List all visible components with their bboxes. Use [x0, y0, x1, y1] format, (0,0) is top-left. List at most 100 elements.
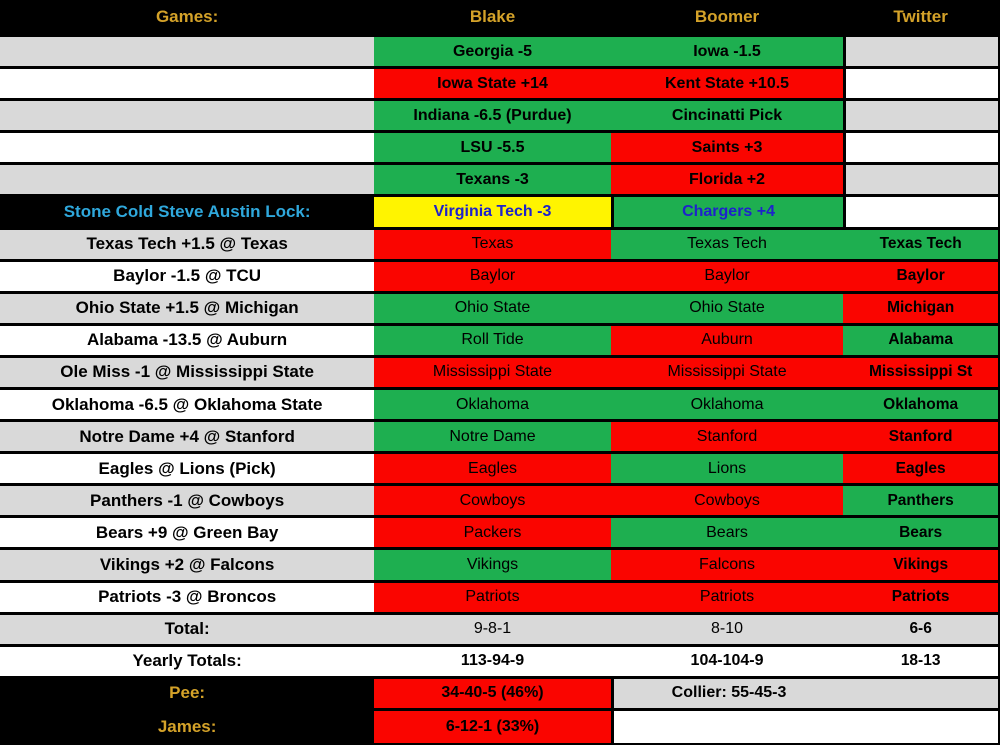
twitter-pick-cell — [843, 37, 998, 67]
column-header-boomer: Boomer — [694, 7, 760, 26]
table-row: Alabama -13.5 @ Auburn Roll Tide Auburn … — [0, 325, 998, 358]
boomer-pick-cell: Patriots — [610, 582, 844, 612]
total-label-cell: Total: — [0, 614, 375, 644]
game-cell — [0, 133, 375, 163]
twitter-pick-cell — [843, 165, 998, 195]
boomer-pick-cell: Stanford — [610, 422, 844, 452]
game-cell — [0, 69, 375, 99]
blake-pick-cell: Notre Dame — [374, 422, 611, 452]
boomer-lock-pick-cell: Chargers +4 — [610, 197, 844, 227]
empty-span-cell — [610, 710, 998, 743]
boomer-pick-cell: Cowboys — [610, 486, 844, 516]
boomer-pick-cell: Falcons — [610, 550, 844, 580]
boomer-pick-cell: Texas Tech — [610, 229, 844, 259]
game-cell — [0, 37, 375, 67]
table-row: Patriots -3 @ Broncos Patriots Patriots … — [0, 582, 998, 615]
blake-pick-cell: Vikings — [374, 550, 611, 580]
twitter-pick-cell — [843, 69, 998, 99]
table-row: Notre Dame +4 @ Stanford Notre Dame Stan… — [0, 422, 998, 455]
game-cell: Ole Miss -1 @ Mississippi State — [0, 357, 375, 387]
twitter-pick-cell: Eagles — [843, 454, 998, 484]
blake-pick-cell: Mississippi State — [374, 357, 611, 387]
table-row: Texans -3 Florida +2 — [0, 165, 998, 198]
table-row: Ohio State +1.5 @ Michigan Ohio State Oh… — [0, 293, 998, 326]
table-row: Texas Tech +1.5 @ Texas Texas Texas Tech… — [0, 229, 998, 262]
game-cell: Vikings +2 @ Falcons — [0, 550, 375, 580]
table-row: Indiana -6.5 (Purdue) Cincinatti Pick — [0, 101, 998, 134]
james-record-cell: 6-12-1 (33%) — [374, 710, 611, 743]
table-row: Bears +9 @ Green Bay Packers Bears Bears — [0, 518, 998, 551]
twitter-pick-cell — [843, 133, 998, 163]
blake-pick-cell: Indiana -6.5 (Purdue) — [374, 101, 611, 131]
boomer-pick-cell: Kent State +10.5 — [610, 69, 844, 99]
game-cell — [0, 165, 375, 195]
twitter-pick-cell: Michigan — [843, 293, 998, 323]
blake-pick-cell: Packers — [374, 518, 611, 548]
blake-pick-cell: Eagles — [374, 454, 611, 484]
blake-pick-cell: Baylor — [374, 261, 611, 291]
pee-record-cell: 34-40-5 (46%) — [374, 678, 611, 708]
boomer-pick-cell: Mississippi State — [610, 357, 844, 387]
table-row: Georgia -5 Iowa -1.5 — [0, 37, 998, 70]
boomer-pick-cell: Cincinatti Pick — [610, 101, 844, 131]
james-row: James: 6-12-1 (33%) — [0, 710, 998, 743]
blake-pick-cell: LSU -5.5 — [374, 133, 611, 163]
boomer-pick-cell: Lions — [610, 454, 844, 484]
total-row: Total: 9-8-1 8-10 6-6 — [0, 614, 998, 647]
twitter-pick-cell: Stanford — [843, 422, 998, 452]
game-cell: Panthers -1 @ Cowboys — [0, 486, 375, 516]
twitter-pick-cell: Mississippi St — [843, 357, 998, 387]
boomer-pick-cell: Saints +3 — [610, 133, 844, 163]
twitter-pick-cell: Panthers — [843, 486, 998, 516]
twitter-pick-cell: Baylor — [843, 261, 998, 291]
blake-pick-cell: Georgia -5 — [374, 37, 611, 67]
column-header-twitter: Twitter — [893, 7, 948, 26]
game-cell: Baylor -1.5 @ TCU — [0, 261, 375, 291]
table-row: Eagles @ Lions (Pick) Eagles Lions Eagle… — [0, 454, 998, 487]
twitter-yearly-total-cell: 18-13 — [843, 646, 998, 676]
blake-pick-cell: Cowboys — [374, 486, 611, 516]
column-header-games: Games: — [155, 7, 219, 26]
collier-record-cell: Collier: 55-45-3 — [610, 678, 998, 708]
twitter-pick-cell: Bears — [843, 518, 998, 548]
blake-pick-cell: Oklahoma — [374, 389, 611, 420]
table-row: Panthers -1 @ Cowboys Cowboys Cowboys Pa… — [0, 486, 998, 519]
game-cell: Texas Tech +1.5 @ Texas — [0, 229, 375, 259]
column-header-blake: Blake — [469, 7, 516, 26]
blake-pick-cell: Iowa State +14 — [374, 69, 611, 99]
game-cell: Bears +9 @ Green Bay — [0, 518, 375, 548]
pee-label-cell: Pee: — [0, 678, 375, 708]
table-row: LSU -5.5 Saints +3 — [0, 133, 998, 166]
james-label-cell: James: — [0, 710, 375, 743]
twitter-pick-cell: Oklahoma — [843, 389, 998, 420]
boomer-pick-cell: Auburn — [610, 325, 844, 355]
game-cell: Eagles @ Lions (Pick) — [0, 454, 375, 484]
twitter-pick-cell: Alabama — [843, 325, 998, 355]
boomer-total-cell: 8-10 — [610, 614, 844, 644]
twitter-pick-cell: Texas Tech — [843, 229, 998, 259]
game-cell — [0, 101, 375, 131]
collier-record-text: Collier: 55-45-3 — [671, 684, 787, 702]
boomer-yearly-total-cell: 104-104-9 — [610, 646, 844, 676]
blake-pick-cell: Texas — [374, 229, 611, 259]
game-cell: Oklahoma -6.5 @ Oklahoma State — [0, 389, 375, 420]
game-cell: Alabama -13.5 @ Auburn — [0, 325, 375, 355]
blake-pick-cell: Patriots — [374, 582, 611, 612]
blake-pick-cell: Ohio State — [374, 293, 611, 323]
game-cell: Ohio State +1.5 @ Michigan — [0, 293, 375, 323]
blake-lock-pick-cell: Virginia Tech -3 — [374, 197, 611, 227]
blake-pick-cell: Roll Tide — [374, 325, 611, 355]
boomer-pick-cell: Ohio State — [610, 293, 844, 323]
twitter-pick-cell: Patriots — [843, 582, 998, 612]
twitter-lock-pick-cell — [843, 197, 998, 227]
boomer-pick-cell: Baylor — [610, 261, 844, 291]
lock-label-cell: Stone Cold Steve Austin Lock: — [0, 197, 375, 227]
table-row: Oklahoma -6.5 @ Oklahoma State Oklahoma … — [0, 389, 998, 423]
yearly-totals-label-cell: Yearly Totals: — [0, 646, 375, 676]
boomer-pick-cell: Oklahoma — [610, 389, 844, 420]
blake-yearly-total-cell: 113-94-9 — [374, 646, 611, 676]
header-row: Games: Blake Boomer Twitter — [0, 0, 998, 37]
blake-pick-cell: Texans -3 — [374, 165, 611, 195]
table-row: Iowa State +14 Kent State +10.5 — [0, 69, 998, 102]
